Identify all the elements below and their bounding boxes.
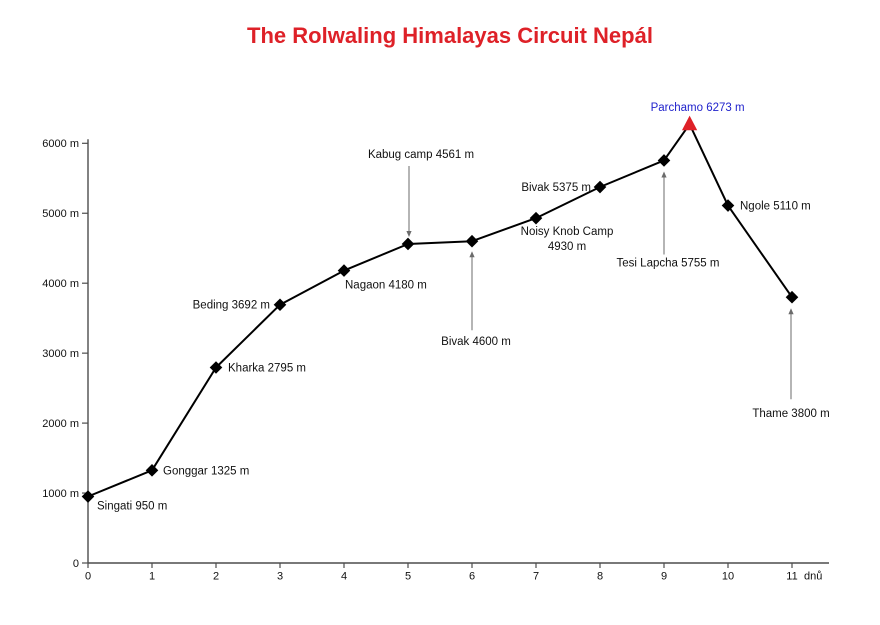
point-label-noisy-knob-camp: Noisy Knob Camp <box>521 226 614 238</box>
point-label-beding: Beding 3692 m <box>193 300 270 312</box>
point-label-gonggar: Gonggar 1325 m <box>163 465 249 477</box>
x-axis-unit-label: dnů <box>804 571 822 583</box>
data-point-singati <box>81 490 95 503</box>
data-point-bivak <box>465 234 479 248</box>
x-tick-label: 7 <box>533 571 539 583</box>
annotation-arrowhead-kabug-camp <box>406 230 412 237</box>
data-point-noisy-knob-camp <box>529 211 543 225</box>
x-tick-label: 4 <box>341 571 347 583</box>
y-tick-label: 6000 m <box>42 138 79 150</box>
point-label-bivak: Bivak 5375 m <box>521 182 591 194</box>
data-point-kharka <box>209 361 223 374</box>
point-label-ngole: Ngole 5110 m <box>740 201 811 213</box>
x-tick-label: 5 <box>405 571 411 583</box>
data-point-kabug-camp <box>401 237 415 251</box>
y-tick-label: 3000 m <box>42 348 79 360</box>
point-label-noisy-knob-camp: 4930 m <box>548 241 586 253</box>
x-tick-label: 10 <box>722 571 734 583</box>
point-label-tesi-lapcha: Tesi Lapcha 5755 m <box>617 257 720 269</box>
y-tick-label: 5000 m <box>42 208 79 220</box>
point-label-singati: Singati 950 m <box>97 501 167 513</box>
data-point-ngole <box>721 199 735 212</box>
y-tick-label: 1000 m <box>42 488 79 500</box>
point-label-bivak: Bivak 4600 m <box>441 336 511 348</box>
data-point-thame <box>785 290 799 304</box>
x-tick-label: 6 <box>469 571 475 583</box>
y-tick-label: 2000 m <box>42 418 79 430</box>
point-label-parchamo: Parchamo 6273 m <box>651 102 745 114</box>
data-point-bivak <box>593 180 607 194</box>
x-tick-label: 1 <box>149 571 155 583</box>
x-tick-label: 3 <box>277 571 283 583</box>
x-tick-label: 8 <box>597 571 603 583</box>
data-point-tesi-lapcha <box>657 154 671 167</box>
point-label-kabug-camp: Kabug camp 4561 m <box>368 149 474 161</box>
data-point-nagaon <box>337 264 351 277</box>
chart-title: The Rolwaling Himalayas Circuit Nepál <box>247 23 653 48</box>
data-point-gonggar <box>145 464 159 477</box>
peak-marker-parchamo <box>681 115 698 131</box>
data-point-beding <box>273 298 287 312</box>
y-tick-label: 4000 m <box>42 278 79 290</box>
annotation-arrowhead-bivak <box>469 251 475 258</box>
x-tick-label: 9 <box>661 571 667 583</box>
point-label-kharka: Kharka 2795 m <box>228 362 306 374</box>
annotation-arrowhead-thame <box>788 308 794 315</box>
x-tick-label: 0 <box>85 571 91 583</box>
y-tick-label: 0 <box>73 558 79 570</box>
annotation-arrowhead-tesi-lapcha <box>661 171 667 178</box>
point-label-nagaon: Nagaon 4180 m <box>345 280 427 292</box>
point-label-thame: Thame 3800 m <box>752 408 829 420</box>
x-tick-label: 11 <box>786 571 797 583</box>
x-tick-label: 2 <box>213 571 219 583</box>
